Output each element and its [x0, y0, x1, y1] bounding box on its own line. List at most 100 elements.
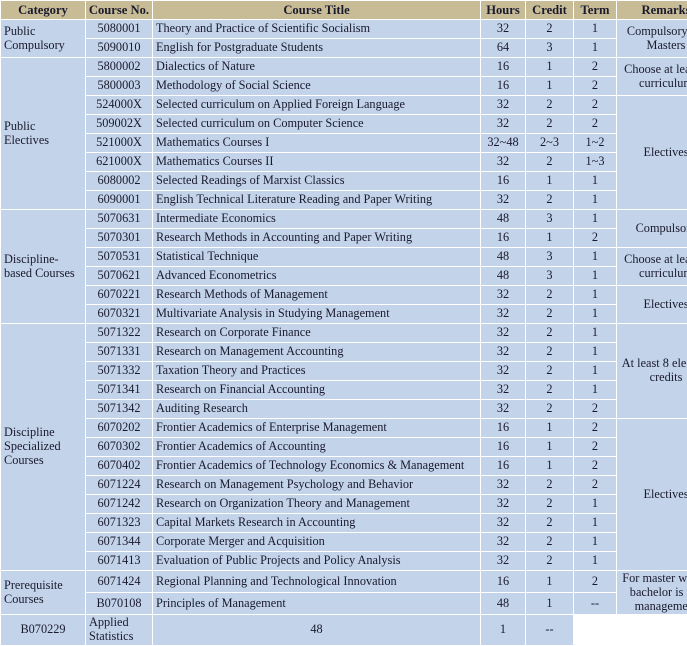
course-title-cell: Research Methods in Accounting and Paper…	[153, 229, 480, 247]
table-row: 5071331 Research on Management Accounting…	[1, 343, 687, 361]
course-no-cell: B070108	[86, 593, 152, 615]
credit-cell: 2~3	[526, 134, 573, 152]
category-cell: Prerequisite Courses	[1, 571, 85, 615]
course-no-cell: 5070631	[86, 210, 152, 228]
remarks-cell: Choose at least 1 curriculum	[617, 248, 687, 285]
table-row: 5071332 Taxation Theory and Practices 32 2 1	[1, 362, 687, 380]
table-row: 6071413 Evaluation of Public Projects and…	[1, 552, 687, 570]
table-row: 621000X Mathematics Courses II 32 2 1~3	[1, 153, 687, 171]
table-row: B070108 Principles of Management 48 1 --	[1, 593, 687, 615]
term-cell: 1	[574, 286, 616, 304]
remarks-cell: Electives	[617, 286, 687, 323]
table-row: 5071341 Research on Financial Accounting 3…	[1, 381, 687, 399]
term-cell: 1	[574, 248, 616, 266]
credit-cell: 2	[526, 552, 573, 570]
course-title-cell: English for Postgraduate Students	[153, 39, 480, 57]
course-title-cell: Evaluation of Public Projects and Policy…	[153, 552, 480, 570]
table-row: 6070221 Research Methods of Management 32 2…	[1, 286, 687, 323]
credit-cell: 3	[526, 267, 573, 285]
hours-cell: 32	[481, 514, 525, 532]
course-title-cell: Capital Markets Research in Accounting	[153, 514, 480, 532]
course-no-cell: 6071224	[86, 476, 152, 494]
course-title-cell: Selected curriculum on Computer Science	[153, 115, 480, 133]
credit-cell: 1	[526, 77, 573, 95]
table-header: Category Course No. Course Title Hours C…	[1, 1, 687, 19]
course-title-cell: Selected curriculum on Applied Foreign L…	[153, 96, 480, 114]
course-no-cell: 6071323	[86, 514, 152, 532]
term-cell: 1	[574, 362, 616, 380]
column-header-term: Term	[574, 1, 616, 19]
table-row: 6070402 Frontier Academics of Technology …	[1, 457, 687, 475]
term-cell: 1~3	[574, 153, 616, 171]
hours-cell: 48	[481, 593, 525, 615]
remarks-cell: Electives	[617, 96, 687, 209]
course-title-cell: Mathematics Courses I	[153, 134, 480, 152]
table-row: 6070302 Frontier Academics of Accounting 1…	[1, 438, 687, 456]
column-header-hours: Hours	[481, 1, 525, 19]
term-cell: 2	[574, 457, 616, 475]
course-title-cell: Mathematics Courses II	[153, 153, 480, 171]
hours-cell: 32	[481, 191, 525, 209]
remarks-cell: Electives	[617, 419, 687, 570]
table-row: 6071344 Corporate Merger and Acquisition 3…	[1, 533, 687, 551]
course-title-cell: Research on Financial Accounting	[153, 381, 480, 399]
table-row: Discipline Specialized Courses 5071322 Res…	[1, 324, 687, 570]
credit-cell: 2	[526, 514, 573, 532]
course-title-cell: Dialectics of Nature	[153, 58, 480, 76]
term-cell: 2	[574, 571, 616, 593]
table-row: 509002X Selected curriculum on Computer S…	[1, 115, 687, 133]
table-row: 5800003 Methodology of Social Science 16 1 2	[1, 77, 687, 95]
course-title-cell: English Technical Literature Reading and…	[153, 191, 480, 209]
credit-cell: 1	[526, 419, 573, 437]
term-cell: 2	[574, 115, 616, 133]
course-no-cell: 6070402	[86, 457, 152, 475]
hours-cell: 16	[481, 77, 525, 95]
column-header-category: Category	[1, 1, 85, 19]
remarks-cell: Compulsory	[617, 210, 687, 247]
credit-cell: 2	[526, 533, 573, 551]
credit-cell: 2	[526, 20, 573, 38]
term-cell: 2	[574, 438, 616, 456]
table-row: 521000X Mathematics Courses I 32~48 2~3 1~2	[1, 134, 687, 152]
credit-cell: 2	[526, 343, 573, 361]
course-title-cell: Research on Organization Theory and Mana…	[153, 495, 480, 513]
credit-cell: 1	[526, 229, 573, 247]
term-cell: 1	[574, 533, 616, 551]
course-title-cell: Applied Statistics	[86, 615, 152, 645]
course-title-cell: Statistical Technique	[153, 248, 480, 266]
hours-cell: 32	[481, 286, 525, 304]
hours-cell: 48	[481, 210, 525, 228]
course-title-cell: Methodology of Social Science	[153, 77, 480, 95]
table-row: 6070202 Frontier Academics of Enterprise …	[1, 419, 687, 570]
course-no-cell: B070229	[1, 615, 85, 645]
term-cell: 1	[574, 552, 616, 570]
course-no-cell: 6070302	[86, 438, 152, 456]
term-cell: 2	[574, 58, 616, 76]
credit-cell: 3	[526, 248, 573, 266]
table-row: B070229 Applied Statistics 48 1 --	[1, 615, 687, 645]
hours-cell: 16	[481, 419, 525, 437]
course-title-cell: Selected Readings of Marxist Classics	[153, 172, 480, 190]
course-no-cell: 524000X	[86, 96, 152, 114]
credit-cell: 2	[526, 96, 573, 114]
course-title-cell: Principles of Management	[153, 593, 480, 615]
hours-cell: 16	[481, 58, 525, 76]
hours-cell: 32	[481, 400, 525, 418]
table-body: Public Compulsory 5080001 Theory and Pract…	[1, 20, 687, 645]
table-row: Public Electives 5800002 Dialectics of Nat…	[1, 58, 687, 209]
course-no-cell: 5071332	[86, 362, 152, 380]
term-cell: 1	[574, 514, 616, 532]
hours-cell: 32	[481, 153, 525, 171]
credit-cell: 1	[526, 172, 573, 190]
category-cell: Discipline Specialized Courses	[1, 324, 85, 570]
table-row: 6071224 Research on Management Psychology…	[1, 476, 687, 494]
hours-cell: 32	[481, 533, 525, 551]
table-row: 6090001 English Technical Literature Read…	[1, 191, 687, 209]
table-row: 5070531 Statistical Technique 48 3 1 Choose a…	[1, 248, 687, 285]
course-no-cell: 5071331	[86, 343, 152, 361]
course-no-cell: 6070221	[86, 286, 152, 304]
hours-cell: 16	[481, 438, 525, 456]
term-cell: 1	[574, 324, 616, 342]
credit-cell: 1	[526, 58, 573, 76]
